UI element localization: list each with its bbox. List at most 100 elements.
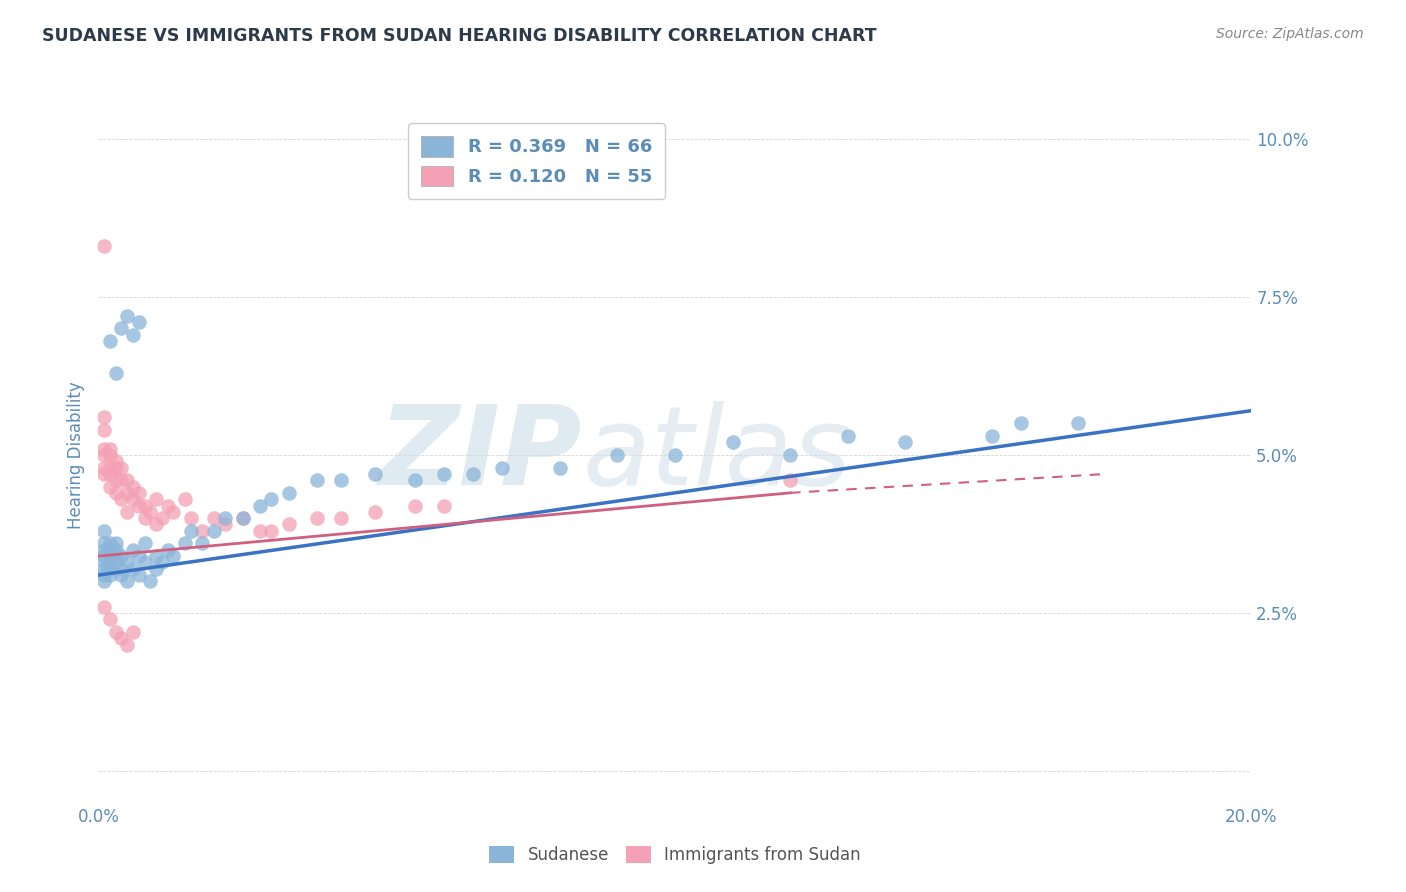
Point xyxy=(180,524,202,538)
Point xyxy=(98,467,121,481)
Point xyxy=(191,524,214,538)
Point xyxy=(93,568,115,582)
Point xyxy=(150,511,173,525)
Point xyxy=(104,542,127,557)
Point xyxy=(405,473,427,487)
Point xyxy=(98,448,121,462)
Point xyxy=(433,467,456,481)
Point xyxy=(156,542,179,557)
Point xyxy=(122,625,145,640)
Point xyxy=(249,499,271,513)
Point xyxy=(134,556,156,570)
Point xyxy=(307,511,329,525)
Point xyxy=(174,492,197,507)
Point xyxy=(98,612,121,626)
Text: atlas: atlas xyxy=(582,401,851,508)
Point xyxy=(134,499,156,513)
Point xyxy=(277,517,299,532)
Point xyxy=(461,467,484,481)
Point xyxy=(364,505,387,519)
Point xyxy=(606,448,628,462)
Point xyxy=(110,568,132,582)
Point xyxy=(156,499,179,513)
Point xyxy=(93,448,115,462)
Point xyxy=(98,556,121,570)
Point xyxy=(277,486,299,500)
Point xyxy=(128,499,150,513)
Point xyxy=(98,562,121,576)
Point xyxy=(894,435,917,450)
Point xyxy=(249,524,271,538)
Point xyxy=(150,556,173,570)
Point xyxy=(134,536,156,550)
Point xyxy=(104,454,127,468)
Point xyxy=(93,239,115,253)
Point xyxy=(117,309,139,323)
Point xyxy=(139,574,162,589)
Point xyxy=(104,486,127,500)
Point xyxy=(128,549,150,563)
Point xyxy=(93,562,115,576)
Point xyxy=(981,429,1004,443)
Point xyxy=(145,492,167,507)
Point xyxy=(104,473,127,487)
Point xyxy=(837,429,859,443)
Text: SUDANESE VS IMMIGRANTS FROM SUDAN HEARING DISABILITY CORRELATION CHART: SUDANESE VS IMMIGRANTS FROM SUDAN HEARIN… xyxy=(42,27,877,45)
Point xyxy=(93,536,115,550)
Point xyxy=(162,505,184,519)
Point xyxy=(145,517,167,532)
Point xyxy=(110,473,132,487)
Point xyxy=(1010,417,1032,431)
Point xyxy=(214,511,236,525)
Legend: Sudanese, Immigrants from Sudan: Sudanese, Immigrants from Sudan xyxy=(482,839,868,871)
Point xyxy=(98,334,121,348)
Point xyxy=(231,511,254,525)
Point xyxy=(405,499,427,513)
Point xyxy=(180,511,202,525)
Point xyxy=(93,524,115,538)
Point xyxy=(93,442,115,456)
Point xyxy=(260,492,283,507)
Point xyxy=(117,574,139,589)
Point xyxy=(98,542,121,557)
Point xyxy=(174,536,197,550)
Point xyxy=(307,473,329,487)
Text: Source: ZipAtlas.com: Source: ZipAtlas.com xyxy=(1216,27,1364,41)
Point xyxy=(110,460,132,475)
Point xyxy=(98,460,121,475)
Point xyxy=(104,536,127,550)
Point xyxy=(110,492,132,507)
Point xyxy=(329,473,352,487)
Text: ZIP: ZIP xyxy=(380,401,582,508)
Point xyxy=(98,442,121,456)
Point xyxy=(162,549,184,563)
Point xyxy=(117,505,139,519)
Point xyxy=(202,524,225,538)
Point xyxy=(364,467,387,481)
Point xyxy=(122,327,145,342)
Point xyxy=(779,473,801,487)
Point xyxy=(117,473,139,487)
Point xyxy=(128,315,150,329)
Point xyxy=(329,511,352,525)
Point xyxy=(548,460,571,475)
Point xyxy=(93,409,115,424)
Point xyxy=(110,321,132,335)
Point xyxy=(93,460,115,475)
Point xyxy=(1067,417,1090,431)
Point xyxy=(134,511,156,525)
Point xyxy=(191,536,214,550)
Point xyxy=(93,467,115,481)
Point xyxy=(122,492,145,507)
Point xyxy=(117,638,139,652)
Point xyxy=(110,562,132,576)
Point xyxy=(117,486,139,500)
Point xyxy=(117,556,139,570)
Point xyxy=(128,568,150,582)
Point xyxy=(145,549,167,563)
Point xyxy=(721,435,744,450)
Point xyxy=(98,536,121,550)
Point xyxy=(779,448,801,462)
Point xyxy=(93,549,115,563)
Point xyxy=(93,574,115,589)
